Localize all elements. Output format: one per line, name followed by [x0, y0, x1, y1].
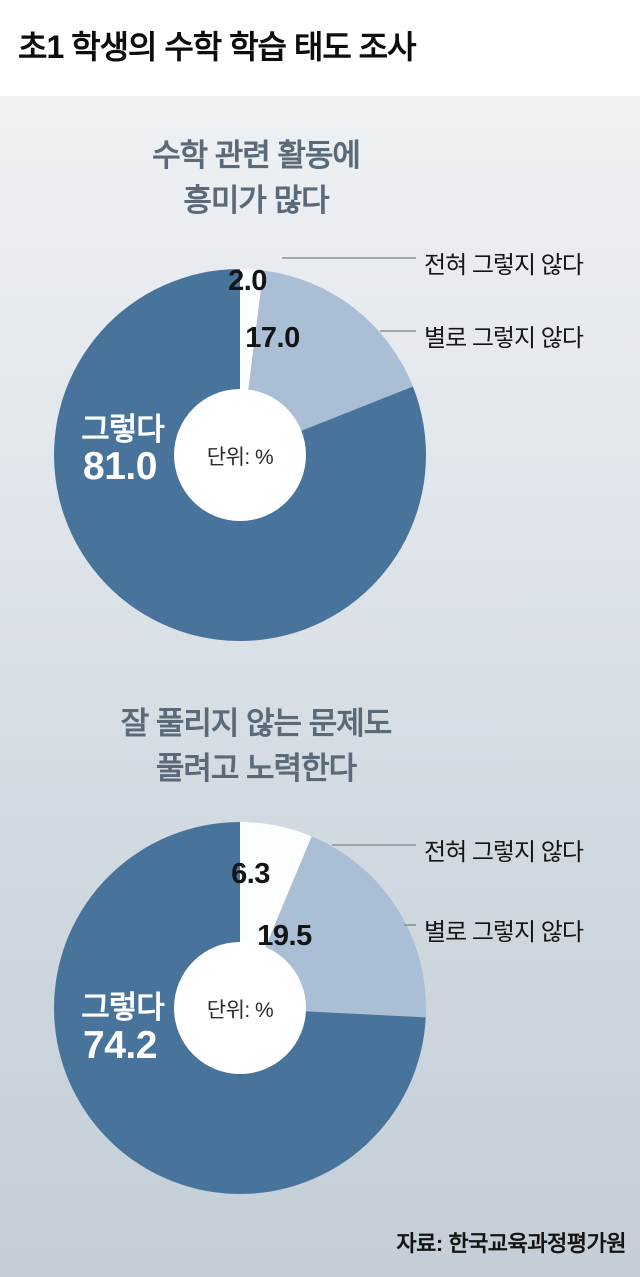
- chart2-value-not-really: 19.5: [257, 920, 312, 952]
- page-header: 초1 학생의 수학 학습 태도 조사: [0, 0, 640, 96]
- chart1-yes-value: 81.0: [83, 445, 157, 488]
- chart1-yes-label: 그렇다: [81, 412, 165, 447]
- chart1-value-not-really: 17.0: [245, 322, 300, 354]
- chart1-callout-not-at-all: 전혀 그렇지 않다: [424, 252, 584, 279]
- chart2-title-line2: 풀려고 노력한다: [155, 751, 357, 786]
- chart1-unit-label: 단위: %: [206, 446, 274, 469]
- chart2-callout-not-really: 별로 그렇지 않다: [424, 919, 584, 946]
- chart1-value-not-at-all: 2.0: [228, 265, 267, 297]
- donut-hole: [174, 389, 306, 521]
- chart1-title-line1: 수학 관련 활동에: [152, 138, 361, 173]
- donut-hole: [174, 942, 306, 1074]
- chart2-callout-not-at-all: 전혀 그렇지 않다: [424, 839, 584, 866]
- chart2-unit-label: 단위: %: [206, 999, 274, 1022]
- chart1-callout-not-really: 별로 그렇지 않다: [424, 325, 584, 352]
- source-credit: 자료: 한국교육과정평가원: [396, 1231, 626, 1256]
- chart1-title-line2: 흥미가 많다: [183, 183, 329, 218]
- chart2-yes-value: 74.2: [83, 1024, 157, 1067]
- chart2-value-not-at-all: 6.3: [231, 858, 270, 890]
- page-title: 초1 학생의 수학 학습 태도 조사: [18, 29, 417, 65]
- chart2-title-line1: 잘 풀리지 않는 문제도: [120, 706, 393, 741]
- chart2-yes-label: 그렇다: [81, 990, 165, 1025]
